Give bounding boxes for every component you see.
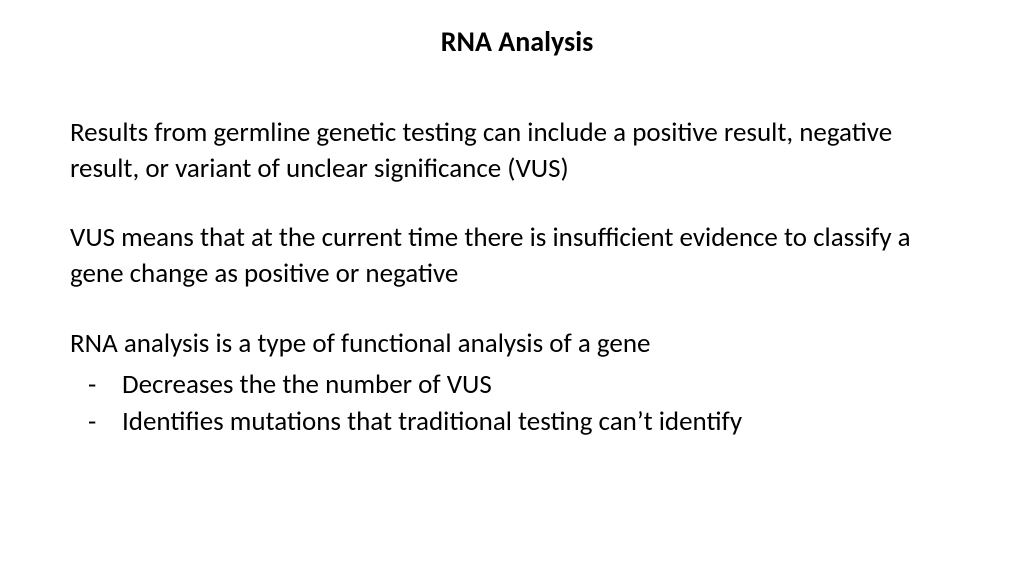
paragraph-1: Results from germline genetic testing ca… xyxy=(70,115,964,186)
slide-title: RNA Analysis xyxy=(70,24,964,59)
list-item: Identifies mutations that traditional te… xyxy=(88,404,964,440)
list-item: Decreases the the number of VUS xyxy=(88,367,964,403)
bullet-list: Decreases the the number of VUS Identifi… xyxy=(70,367,964,440)
paragraph-2: VUS means that at the current time there… xyxy=(70,220,964,291)
paragraph-3: RNA analysis is a type of functional ana… xyxy=(70,326,964,362)
